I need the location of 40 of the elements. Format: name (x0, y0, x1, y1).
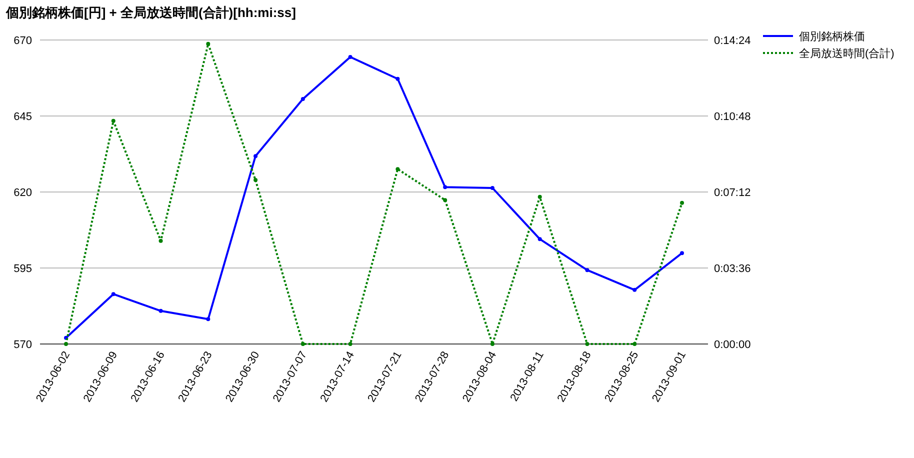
point (111, 292, 116, 296)
point (64, 342, 68, 346)
y-tick-label: 670 (14, 35, 32, 47)
legend-label: 全局放送時間(合計) (799, 47, 894, 60)
point (585, 342, 590, 346)
chart-title: 個別銘柄株価[円] + 全局放送時間(合計)[hh:mi:ss] (5, 5, 296, 20)
point (490, 342, 494, 346)
point (538, 237, 542, 242)
point (300, 342, 305, 346)
point (443, 198, 448, 202)
point (254, 154, 258, 158)
point (158, 238, 163, 243)
legend-label: 個別銘柄株価 (799, 30, 865, 43)
point (111, 118, 116, 123)
point (206, 42, 210, 46)
point (348, 342, 352, 346)
point (396, 167, 400, 172)
y-tick-label: 620 (14, 187, 32, 199)
point (443, 185, 448, 190)
point (348, 55, 352, 60)
y2-tick-label: 0:00:00 (714, 339, 751, 351)
point (538, 194, 542, 199)
y-tick-label: 570 (14, 339, 32, 351)
y-tick-label: 595 (14, 263, 32, 275)
point (254, 178, 258, 182)
point (158, 308, 163, 313)
y2-tick-label: 0:14:24 (714, 35, 751, 47)
point (632, 342, 637, 346)
point (680, 251, 684, 256)
point (585, 268, 590, 272)
y2-tick-label: 0:07:12 (714, 187, 751, 199)
point (396, 76, 400, 81)
y2-tick-label: 0:03:36 (714, 263, 751, 275)
point (206, 317, 210, 322)
point (490, 186, 494, 190)
point (680, 200, 684, 205)
y2-tick-label: 0:10:48 (714, 111, 751, 123)
y-tick-label: 645 (14, 111, 32, 123)
point (632, 288, 637, 292)
point (300, 96, 305, 101)
